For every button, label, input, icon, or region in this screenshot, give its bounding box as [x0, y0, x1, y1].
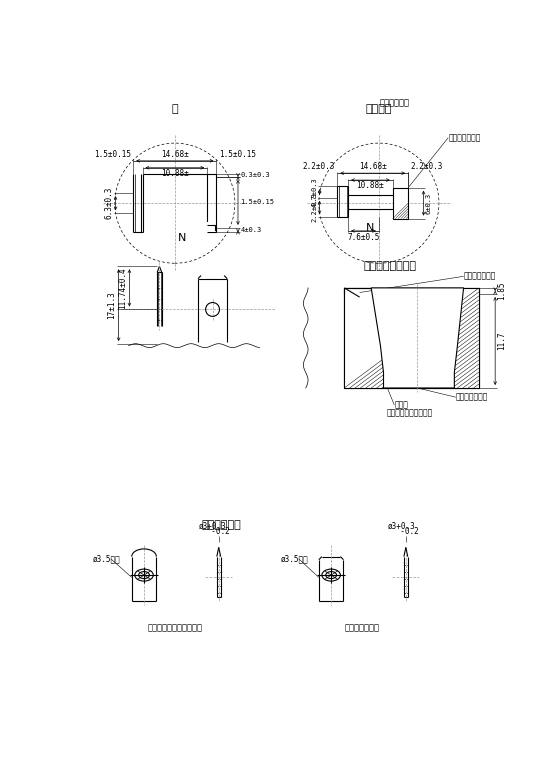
Text: 刃先の拡大図: 刃先の拡大図 — [201, 520, 241, 530]
Text: ø3+0.3: ø3+0.3 — [388, 522, 416, 530]
Text: （形状は一例を示す）: （形状は一例を示す） — [386, 408, 433, 417]
Text: 2.2±0.3: 2.2±0.3 — [311, 192, 317, 222]
Text: 4.7±0.3: 4.7±0.3 — [311, 178, 317, 207]
Text: 0.3±0.3: 0.3±0.3 — [240, 173, 270, 178]
Text: （接地側の極）: （接地側の極） — [345, 624, 379, 633]
Text: 1.5±0.15: 1.5±0.15 — [219, 149, 256, 159]
Text: 1.85: 1.85 — [497, 282, 506, 300]
Text: （接地側の極以外の極）: （接地側の極以外の極） — [147, 624, 202, 633]
Text: -0.2: -0.2 — [391, 527, 419, 536]
Text: 14.68±: 14.68± — [359, 162, 386, 170]
Text: 14.68±: 14.68± — [161, 149, 188, 159]
Text: 2.2±0.3: 2.2±0.3 — [302, 162, 335, 170]
Text: N: N — [178, 233, 187, 243]
Text: ø3.5以上: ø3.5以上 — [92, 554, 120, 563]
Bar — [344, 288, 479, 388]
Text: （単位ｍｍ）: （単位ｍｍ） — [379, 99, 409, 108]
Bar — [393, 188, 408, 219]
Text: ø3.5以上: ø3.5以上 — [280, 554, 308, 563]
Text: 10.88±: 10.88± — [161, 169, 188, 178]
Text: 刃受け穴の断面図: 刃受け穴の断面図 — [364, 261, 417, 271]
Text: 4±0.3: 4±0.3 — [240, 227, 261, 233]
Text: -0.2: -0.2 — [202, 527, 230, 536]
Text: 面取りすること: 面取りすること — [448, 133, 480, 142]
Text: N: N — [365, 223, 374, 233]
Polygon shape — [371, 288, 464, 388]
Text: 1.5±0.15: 1.5±0.15 — [240, 199, 274, 206]
Text: 7.6±0.5: 7.6±0.5 — [348, 233, 380, 242]
Text: 刃: 刃 — [172, 104, 178, 114]
Text: 10.88±: 10.88± — [356, 181, 384, 190]
Text: 11.74±0.4: 11.74±0.4 — [118, 267, 127, 309]
Text: ø3+0.3: ø3+0.3 — [198, 522, 226, 530]
Bar — [207, 222, 215, 232]
Text: 6±0.3: 6±0.3 — [426, 192, 432, 213]
Text: ポッチの中心線: ポッチの中心線 — [456, 393, 488, 402]
Text: 刃受け穴: 刃受け穴 — [366, 104, 392, 114]
Text: 17±1.3: 17±1.3 — [107, 292, 116, 319]
Text: 1.5±0.15: 1.5±0.15 — [94, 149, 131, 159]
Text: 11.7: 11.7 — [497, 332, 506, 350]
Text: 2.2±0.3: 2.2±0.3 — [410, 162, 443, 170]
Text: 刃受け: 刃受け — [395, 400, 409, 410]
Text: 面取りすること: 面取りすること — [464, 272, 496, 281]
Text: 6.3±0.3: 6.3±0.3 — [104, 187, 113, 220]
